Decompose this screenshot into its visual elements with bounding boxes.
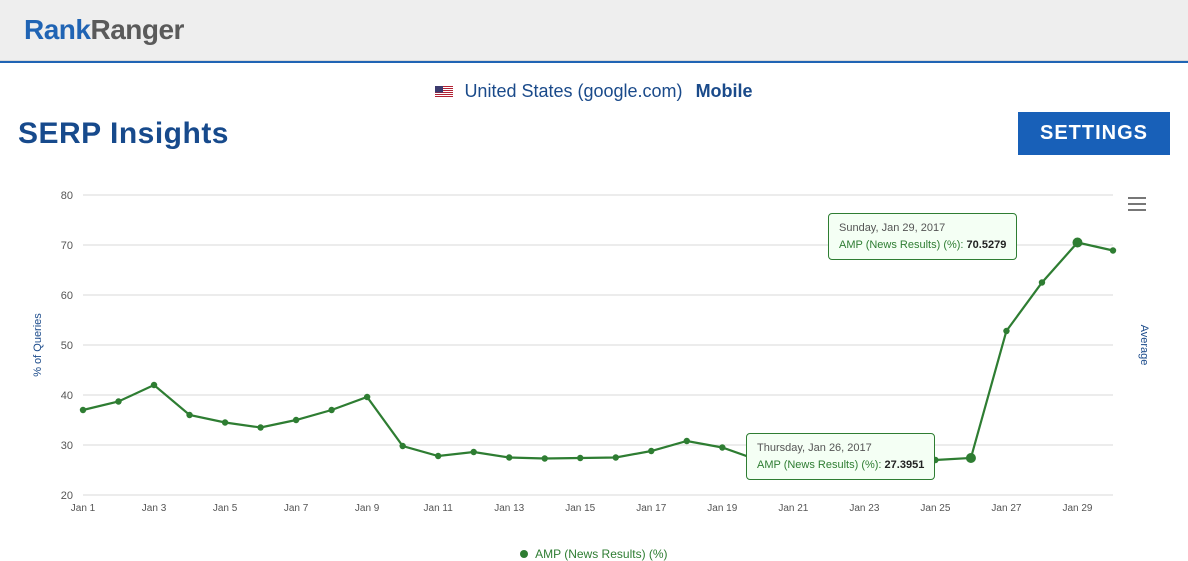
svg-text:Jan 17: Jan 17: [636, 503, 666, 514]
data-point[interactable]: [719, 444, 725, 450]
logo-part-1: Rank: [24, 14, 90, 45]
header-divider: [0, 61, 1188, 63]
highlight-point: [966, 453, 976, 463]
svg-text:Jan 25: Jan 25: [920, 503, 950, 514]
svg-text:30: 30: [61, 440, 73, 452]
logo-part-2: Ranger: [90, 14, 183, 45]
svg-text:Jan 5: Jan 5: [213, 503, 238, 514]
data-point[interactable]: [506, 454, 512, 460]
svg-text:Jan 23: Jan 23: [849, 503, 879, 514]
series-line: [83, 243, 1113, 466]
tooltip-value: 27.3951: [885, 459, 925, 471]
logo: RankRanger: [24, 14, 184, 45]
data-point[interactable]: [399, 443, 405, 449]
tooltip-series: AMP (News Results) (%):: [757, 459, 881, 471]
header-bar: RankRanger: [0, 0, 1188, 61]
svg-text:Jan 7: Jan 7: [284, 503, 309, 514]
data-point[interactable]: [435, 453, 441, 459]
data-point[interactable]: [328, 407, 334, 413]
settings-button[interactable]: SETTINGS: [1018, 112, 1170, 155]
svg-text:Jan 13: Jan 13: [494, 503, 524, 514]
svg-text:50: 50: [61, 340, 73, 352]
data-point[interactable]: [470, 449, 476, 455]
data-point[interactable]: [364, 394, 370, 400]
chart-menu-icon[interactable]: [1128, 197, 1146, 216]
chart-tooltip: Sunday, Jan 29, 2017 AMP (News Results) (…: [828, 213, 1017, 260]
svg-text:70: 70: [61, 240, 73, 252]
svg-text:20: 20: [61, 490, 73, 502]
svg-text:Jan 15: Jan 15: [565, 503, 595, 514]
data-point[interactable]: [186, 412, 192, 418]
data-point[interactable]: [151, 382, 157, 388]
tooltip-date: Sunday, Jan 29, 2017: [839, 220, 1006, 237]
legend-label: AMP (News Results) (%): [535, 547, 667, 561]
svg-text:Jan 27: Jan 27: [991, 503, 1021, 514]
legend-marker-icon: [520, 550, 528, 558]
tooltip-date: Thursday, Jan 26, 2017: [757, 440, 924, 457]
svg-text:Jan 1: Jan 1: [71, 503, 96, 514]
region-text: United States (google.com): [464, 81, 682, 101]
svg-text:60: 60: [61, 290, 73, 302]
device-text: Mobile: [696, 81, 753, 101]
svg-text:40: 40: [61, 390, 73, 402]
data-point[interactable]: [80, 407, 86, 413]
chart-legend[interactable]: AMP (News Results) (%): [18, 547, 1170, 561]
data-point[interactable]: [542, 455, 548, 461]
svg-text:Jan 11: Jan 11: [424, 503, 454, 514]
data-point[interactable]: [684, 438, 690, 444]
data-point[interactable]: [257, 424, 263, 430]
region-row: United States (google.com) Mobile: [18, 81, 1170, 102]
data-point[interactable]: [1110, 247, 1116, 253]
data-point[interactable]: [222, 419, 228, 425]
data-point[interactable]: [613, 454, 619, 460]
svg-text:Jan 21: Jan 21: [778, 503, 808, 514]
page-title: SERP Insights: [18, 117, 229, 151]
svg-text:Jan 9: Jan 9: [355, 503, 380, 514]
data-point[interactable]: [1003, 328, 1009, 334]
data-point[interactable]: [1039, 279, 1045, 285]
highlight-point: [1072, 238, 1082, 248]
tooltip-value: 70.5279: [967, 239, 1007, 251]
tooltip-series: AMP (News Results) (%):: [839, 239, 963, 251]
svg-text:Jan 19: Jan 19: [707, 503, 737, 514]
svg-text:Jan 3: Jan 3: [142, 503, 167, 514]
chart-container: 20 30 40 50 60 70 80 Jan 1 Jan 3 Jan 5 Jan 7 Jan 9 J…: [18, 185, 1170, 545]
us-flag-icon: [435, 86, 453, 98]
data-point[interactable]: [577, 455, 583, 461]
data-point[interactable]: [115, 398, 121, 404]
svg-text:80: 80: [61, 190, 73, 202]
right-axis-label: Average: [1138, 325, 1150, 366]
data-point[interactable]: [648, 448, 654, 454]
y-axis-label: % of Queries: [32, 313, 44, 377]
data-point[interactable]: [293, 417, 299, 423]
chart-tooltip: Thursday, Jan 26, 2017 AMP (News Results)…: [746, 433, 935, 480]
svg-text:Jan 29: Jan 29: [1062, 503, 1092, 514]
